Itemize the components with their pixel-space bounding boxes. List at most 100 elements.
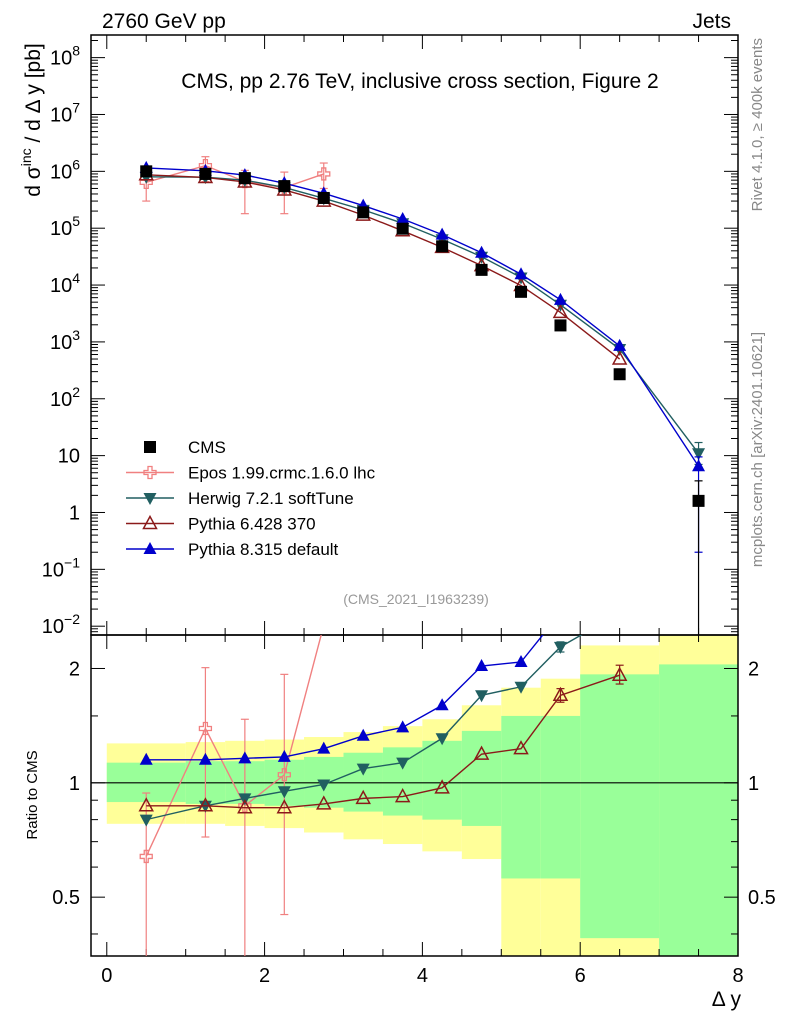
ratio-y-tick-label: 0.5 xyxy=(52,887,80,909)
main-point-cms xyxy=(515,285,528,298)
main-y-tick-label: 10 xyxy=(58,446,80,468)
ratio-point-herwig-7-2-1-softtune xyxy=(277,786,291,799)
ratio-line-pythia-6-428-370 xyxy=(146,674,620,809)
ratio-point-pythia-6-428-370 xyxy=(394,788,411,803)
x-tick-label: 8 xyxy=(732,965,743,987)
ratio-point-pythia-6-428-370 xyxy=(473,745,490,760)
ratio-point-pythia-8-315-default xyxy=(435,698,449,711)
mcplots-label: mcplots.cern.ch [arXiv:2401.10621] xyxy=(749,332,766,567)
main-y-tick-label: 105 xyxy=(50,213,80,240)
main-y-tick-label: 106 xyxy=(50,156,80,183)
main-point-pythia-8-315-default xyxy=(514,267,528,280)
main-point-cms xyxy=(436,240,449,253)
ratio-point-pythia-6-428-370 xyxy=(611,666,628,681)
main-y-tick-label: 108 xyxy=(50,43,80,70)
main-point-cms xyxy=(278,180,291,193)
x-axis: 0 2 4 6 8 xyxy=(101,35,744,987)
ratio-point-pythia-6-428-370 xyxy=(138,797,154,812)
main-point-cms xyxy=(692,494,705,507)
main-point-pythia-6-428-370 xyxy=(611,350,628,365)
main-y-tick-label: 102 xyxy=(50,384,80,411)
main-point-cms xyxy=(357,206,370,219)
main-point-herwig-7-2-1-softtune xyxy=(692,448,706,461)
ratio-point-pythia-8-315-default xyxy=(396,720,410,733)
ratio-line-herwig-7-2-1-softtune xyxy=(146,635,583,821)
ratio-y-tick-label-right: 0.5 xyxy=(748,887,776,909)
ratio-point-herwig-7-2-1-softtune xyxy=(139,814,153,827)
main-y-label: d σinc / d Δ y [pb] xyxy=(18,43,45,196)
ratio-point-pythia-8-315-default xyxy=(277,749,291,762)
x-tick-label: 2 xyxy=(259,965,270,987)
inner-band-bin xyxy=(382,747,423,816)
header-left: 2760 GeV pp xyxy=(102,10,226,33)
main-point-pythia-8-315-default xyxy=(475,245,489,258)
ratio-point-pythia-8-315-default xyxy=(317,741,331,754)
ratio-y-tick-label: 1 xyxy=(69,773,80,795)
legend-label-herwig-7-2-1-softtune: Herwig 7.2.1 softTune xyxy=(188,489,354,508)
ratio-point-pythia-6-428-370 xyxy=(513,740,529,755)
main-point-pythia-8-315-default xyxy=(692,459,706,472)
ratio-point-herwig-7-2-1-softtune xyxy=(475,690,489,703)
ratio-y-tick-label-right: 2 xyxy=(748,658,759,680)
ratio-point-epos-1-99-crmc-1-6-0-lhc xyxy=(277,768,291,782)
ratio-point-herwig-7-2-1-softtune xyxy=(514,681,528,694)
main-y-tick-label: 103 xyxy=(50,327,80,354)
main-series-layer xyxy=(138,156,706,635)
header-right: Jets xyxy=(692,10,731,33)
legend: CMS Epos 1.99.crmc.1.6.0 lhc Herwig 7.2.1 … xyxy=(126,438,376,559)
main-point-cms xyxy=(554,319,567,332)
chart-title: CMS, pp 2.76 TeV, inclusive cross sectio… xyxy=(181,70,658,93)
legend-label-cms: CMS xyxy=(188,438,226,457)
ratio-point-herwig-7-2-1-softtune xyxy=(356,763,370,776)
ratio-point-pythia-6-428-370 xyxy=(276,799,293,814)
main-point-cms xyxy=(396,222,409,235)
main-point-pythia-8-315-default xyxy=(553,292,567,305)
ratio-point-pythia-6-428-370 xyxy=(237,799,253,814)
main-y-tick-label: 107 xyxy=(50,99,80,126)
ratio-point-herwig-7-2-1-softtune xyxy=(435,733,449,746)
main-y-tick-label: 104 xyxy=(50,270,80,297)
ratio-point-pythia-6-428-370 xyxy=(316,795,332,810)
inner-band-bin xyxy=(343,752,383,812)
main-line-pythia-6-428-370 xyxy=(146,174,621,360)
ratio-point-epos-1-99-crmc-1-6-0-lhc xyxy=(198,721,213,736)
ratio-point-pythia-8-315-default xyxy=(613,584,626,596)
ratio-point-pythia-8-315-default xyxy=(475,659,489,672)
legend-marker-pythia-8-315-default xyxy=(143,542,157,554)
ratio-uncertainty-bands xyxy=(91,635,738,956)
main-y-tick-label: 1 xyxy=(69,502,80,524)
inner-band-bin xyxy=(540,715,581,879)
x-tick-label: 0 xyxy=(101,965,112,987)
main-y-axis: 10−2 10−1 1 10 102 103 104 105 106 107 108 xyxy=(42,40,738,638)
ratio-series-layer xyxy=(138,584,628,956)
legend-label-pythia-6-428-370: Pythia 6.428 370 xyxy=(188,515,316,534)
ratio-point-pythia-8-315-default xyxy=(198,752,212,765)
legend-marker-pythia-6-428-370 xyxy=(142,514,158,530)
main-line-pythia-8-315-default xyxy=(146,167,700,467)
legend-marker-cms xyxy=(144,441,156,453)
main-point-cms xyxy=(238,172,251,185)
ratio-point-pythia-8-315-default xyxy=(514,655,528,668)
main-point-pythia-8-315-default xyxy=(435,227,449,240)
ratio-y-axis: 0.5 0.5 1 1 2 2 xyxy=(52,658,776,935)
main-point-cms xyxy=(317,191,330,204)
inner-band-bin xyxy=(659,664,738,956)
main-point-cms xyxy=(140,165,153,178)
main-point-pythia-6-428-370 xyxy=(552,303,569,319)
main-line-herwig-7-2-1-softtune xyxy=(146,176,700,454)
inner-band-bin xyxy=(461,730,502,826)
ratio-y-tick-label-right: 1 xyxy=(748,773,759,795)
ratio-point-herwig-7-2-1-softtune xyxy=(317,779,331,792)
main-point-pythia-8-315-default xyxy=(396,212,410,225)
ratio-point-pythia-6-428-370 xyxy=(355,789,371,805)
main-point-cms xyxy=(475,263,488,276)
main-point-cms xyxy=(199,167,212,180)
ratio-y-tick-label: 2 xyxy=(69,658,80,680)
x-tick-label: 4 xyxy=(417,965,428,987)
ratio-point-herwig-7-2-1-softtune xyxy=(613,608,626,620)
ratio-point-pythia-6-428-370 xyxy=(552,686,569,702)
x-axis-label: Δ y xyxy=(712,988,742,1011)
ratio-point-pythia-6-428-370 xyxy=(197,797,214,812)
inner-band-bin xyxy=(580,674,660,939)
rivet-version-label: Rivet 4.1.0, ≥ 400k events xyxy=(749,38,766,211)
